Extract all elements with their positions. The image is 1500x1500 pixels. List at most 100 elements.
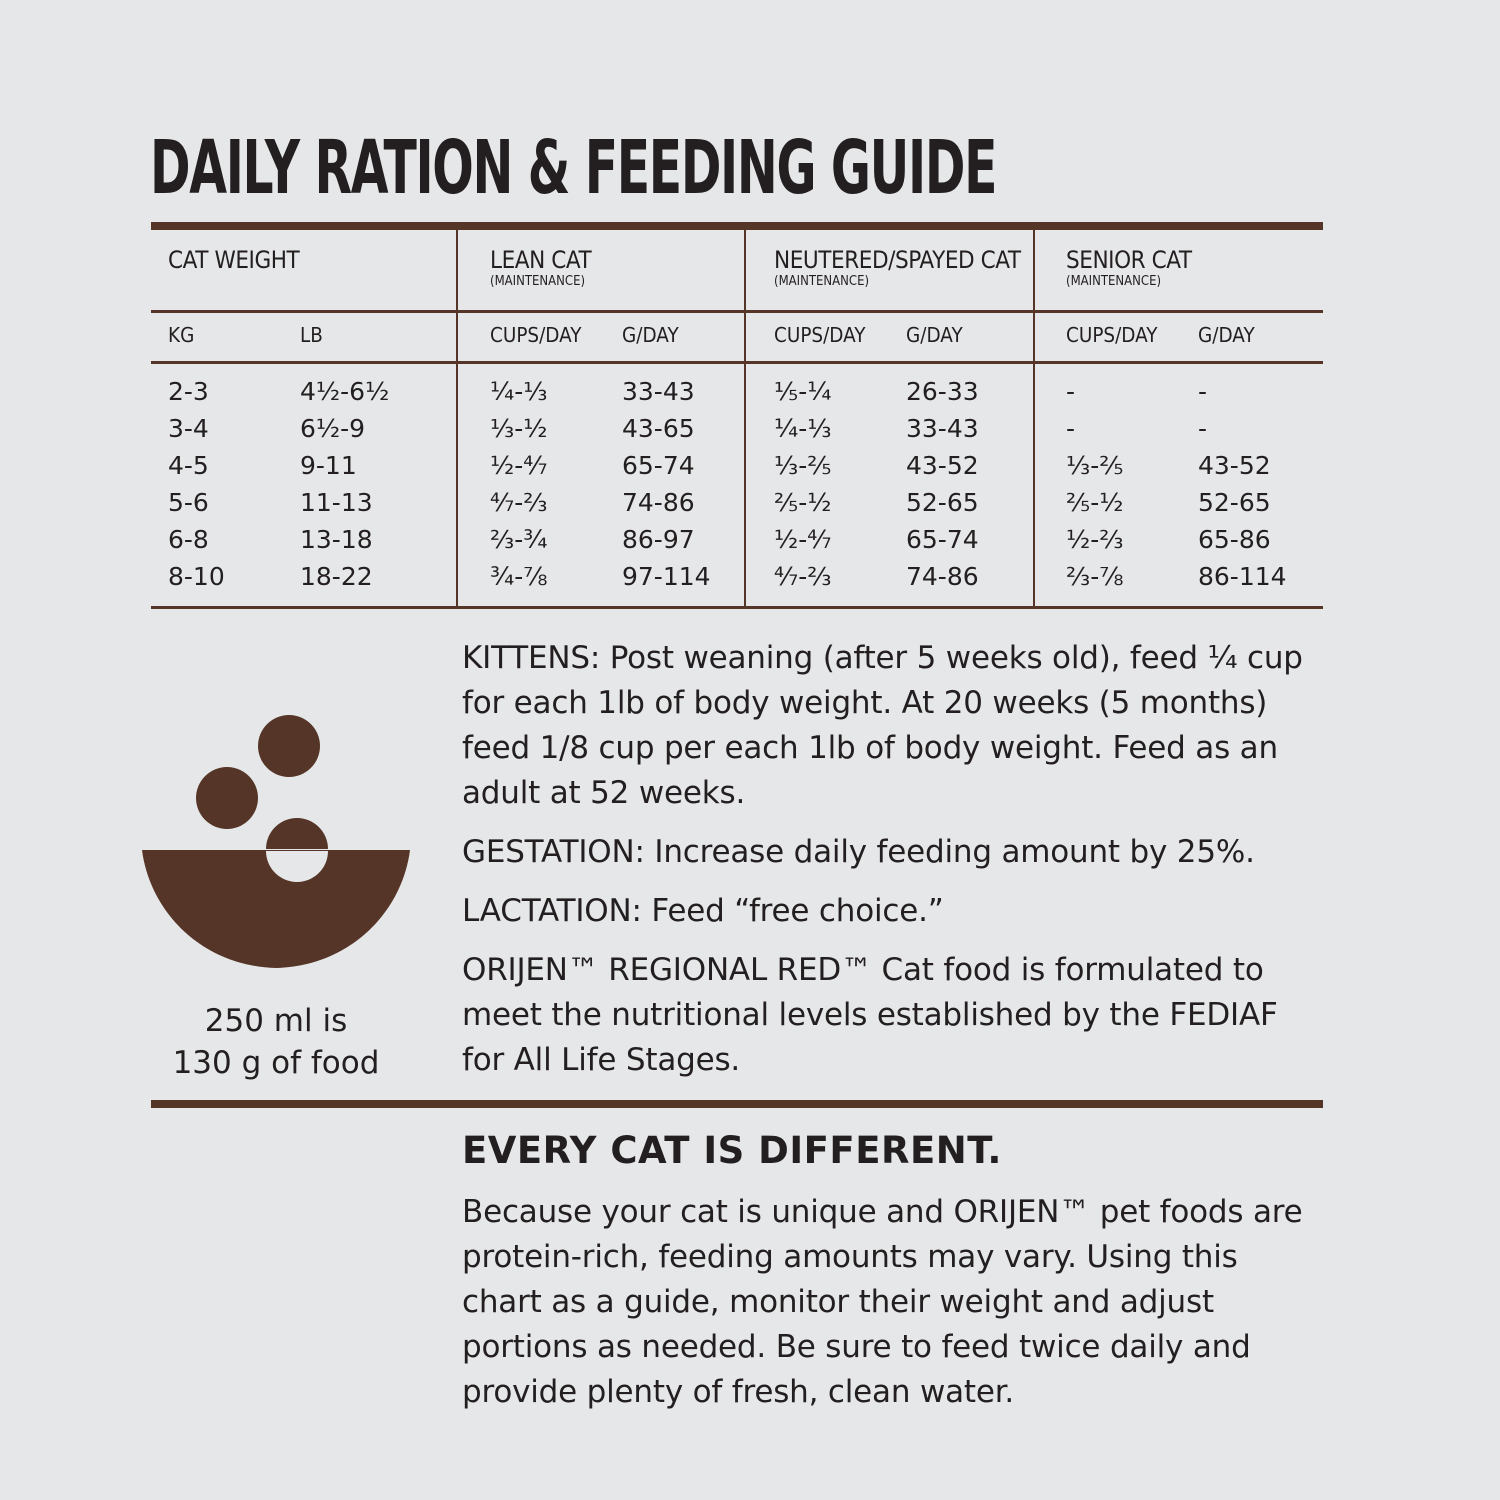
table-cell: 11-13 [300, 488, 373, 517]
table-cell: - [1198, 377, 1208, 406]
column-lb: 4½-6½ 6½-9 9-11 11-13 13-18 18-22 [300, 373, 389, 595]
table-cell: ⅖-½ [1066, 488, 1124, 517]
subheader-lean-grams: G/DAY [622, 323, 679, 347]
column-kg: 2-3 3-4 4-5 5-6 6-8 8-10 [168, 373, 225, 595]
table-cell: ¼-⅓ [490, 377, 548, 406]
header-senior-cat: SENIOR CAT (MAINTENANCE) [1066, 246, 1192, 290]
table-cell: 74-86 [906, 562, 979, 591]
table-top-rule [151, 222, 1323, 230]
page-title: DAILY RATION & FEEDING GUIDE [150, 125, 997, 211]
header-cat-weight-label: CAT WEIGHT [168, 246, 300, 274]
table-cell: 6½-9 [300, 414, 366, 443]
table-cell: 43-52 [906, 451, 979, 480]
subheader-lb: LB [300, 323, 323, 347]
table-cell: 86-97 [622, 525, 695, 554]
kibble-icon [266, 851, 328, 882]
header-lean-cat: LEAN CAT (MAINTENANCE) [490, 246, 592, 290]
bowl-caption-line: 130 g of food [172, 1045, 380, 1081]
column-divider [1033, 230, 1035, 608]
table-cell: - [1198, 414, 1208, 443]
gestation-note: GESTATION: Increase daily feeding amount… [462, 834, 1255, 870]
table-cell: 6-8 [168, 525, 209, 554]
column-senior-grams: - - 43-52 52-65 65-86 86-114 [1198, 373, 1287, 595]
header-lean-cat-label: LEAN CAT [490, 246, 592, 274]
table-cell: ⅔-¾ [490, 525, 548, 554]
formulation-note: ORIJEN™ REGIONAL RED™ Cat food is formul… [462, 952, 1278, 1078]
table-cell: ⅕-¼ [774, 377, 832, 406]
header-senior-cat-label: SENIOR CAT [1066, 246, 1192, 274]
header-neutered-cat: NEUTERED/SPAYED CAT (MAINTENANCE) [774, 246, 1021, 290]
column-divider [744, 230, 746, 608]
column-senior-cups: - - ⅓-⅖ ⅖-½ ½-⅔ ⅔-⅞ [1066, 373, 1123, 595]
section-divider [151, 1100, 1323, 1108]
header-lean-cat-sub: (MAINTENANCE) [490, 274, 586, 289]
subheader-lean-cups: CUPS/DAY [490, 323, 582, 347]
kittens-note: KITTENS: Post weaning (after 5 weeks old… [462, 640, 1303, 811]
food-bowl-icon [140, 712, 414, 972]
column-neutered-cups: ⅕-¼ ¼-⅓ ⅓-⅖ ⅖-½ ½-⁴⁄₇ ⁴⁄₇-⅔ [774, 373, 831, 595]
table-cell: ⅓-⅖ [774, 451, 832, 480]
header-neutered-cat-label: NEUTERED/SPAYED CAT [774, 246, 1021, 274]
every-cat-heading: EVERY CAT IS DIFFERENT. [462, 1129, 1002, 1172]
column-lean-grams: 33-43 43-65 65-74 74-86 86-97 97-114 [622, 373, 711, 595]
table-cell: 65-74 [622, 451, 695, 480]
header-neutered-cat-sub: (MAINTENANCE) [774, 274, 870, 289]
table-cell: 5-6 [168, 488, 209, 517]
table-cell: 65-86 [1198, 525, 1271, 554]
table-cell: 52-65 [1198, 488, 1271, 517]
header-divider [151, 310, 1323, 313]
lactation-note: LACTATION: Feed “free choice.” [462, 893, 944, 929]
table-cell: 4-5 [168, 451, 209, 480]
subheader-neutered-cups: CUPS/DAY [774, 323, 866, 347]
table-cell: ⅔-⅞ [1066, 562, 1124, 591]
table-cell: ⅖-½ [774, 488, 832, 517]
table-cell: - [1066, 377, 1076, 406]
subheader-kg: KG [168, 323, 195, 347]
table-cell: ½-⅔ [1066, 525, 1124, 554]
column-divider [456, 230, 458, 608]
column-lean-cups: ¼-⅓ ⅓-½ ½-⁴⁄₇ ⁴⁄₇-⅔ ⅔-¾ ¾-⅞ [490, 373, 547, 595]
table-cell: 43-65 [622, 414, 695, 443]
table-cell: ⁴⁄₇-⅔ [774, 562, 832, 591]
every-cat-body: Because your cat is unique and ORIJEN™ p… [462, 1194, 1303, 1410]
bowl-body-icon [142, 850, 410, 968]
table-cell: 18-22 [300, 562, 373, 591]
table-cell: 33-43 [906, 414, 979, 443]
table-cell: 97-114 [622, 562, 711, 591]
bowl-caption: 250 ml is 130 g of food [150, 1000, 402, 1084]
table-cell: 4½-6½ [300, 377, 390, 406]
kibble-icon [196, 767, 258, 829]
table-cell: - [1066, 414, 1076, 443]
table-cell: 8-10 [168, 562, 225, 591]
table-cell: ¾-⅞ [490, 562, 548, 591]
table-cell: 74-86 [622, 488, 695, 517]
table-cell: ⅓-½ [490, 414, 548, 443]
table-cell: 86-114 [1198, 562, 1287, 591]
subheader-divider [151, 361, 1323, 364]
header-senior-cat-sub: (MAINTENANCE) [1066, 274, 1162, 289]
table-cell: ½-⁴⁄₇ [774, 525, 832, 554]
feeding-notes: KITTENS: Post weaning (after 5 weeks old… [462, 636, 1322, 1083]
table-cell: ½-⁴⁄₇ [490, 451, 548, 480]
subheader-neutered-grams: G/DAY [906, 323, 963, 347]
table-cell: 65-74 [906, 525, 979, 554]
table-cell: 13-18 [300, 525, 373, 554]
subheader-senior-cups: CUPS/DAY [1066, 323, 1158, 347]
subheader-senior-grams: G/DAY [1198, 323, 1255, 347]
table-cell: 2-3 [168, 377, 209, 406]
table-cell: 52-65 [906, 488, 979, 517]
column-neutered-grams: 26-33 33-43 43-52 52-65 65-74 74-86 [906, 373, 979, 595]
bowl-caption-line: 250 ml is [204, 1003, 348, 1039]
table-cell: 26-33 [906, 377, 979, 406]
table-cell: ⁴⁄₇-⅔ [490, 488, 548, 517]
table-cell: ¼-⅓ [774, 414, 832, 443]
header-cat-weight: CAT WEIGHT [168, 246, 300, 274]
table-bottom-rule [151, 606, 1323, 609]
table-cell: 3-4 [168, 414, 209, 443]
table-cell: 43-52 [1198, 451, 1271, 480]
table-cell: ⅓-⅖ [1066, 451, 1124, 480]
table-cell: 33-43 [622, 377, 695, 406]
kibble-icon [258, 715, 320, 777]
table-cell: 9-11 [300, 451, 357, 480]
kibble-icon [266, 818, 328, 849]
